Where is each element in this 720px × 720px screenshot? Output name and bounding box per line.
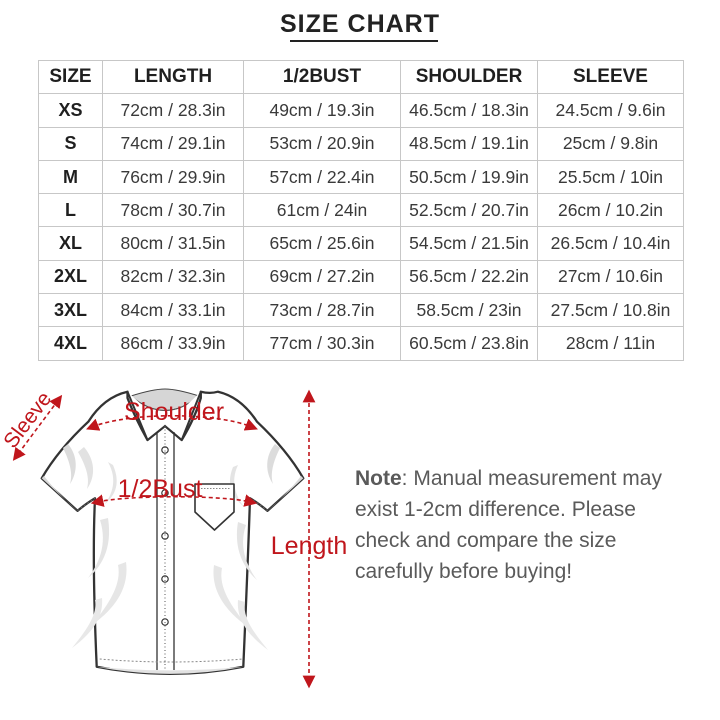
svg-text:Sleeve: Sleeve bbox=[0, 388, 56, 453]
svg-text:1/2Bust: 1/2Bust bbox=[118, 475, 203, 503]
svg-text:Shoulder: Shoulder bbox=[124, 398, 224, 426]
svg-text:Length: Length bbox=[271, 532, 347, 560]
